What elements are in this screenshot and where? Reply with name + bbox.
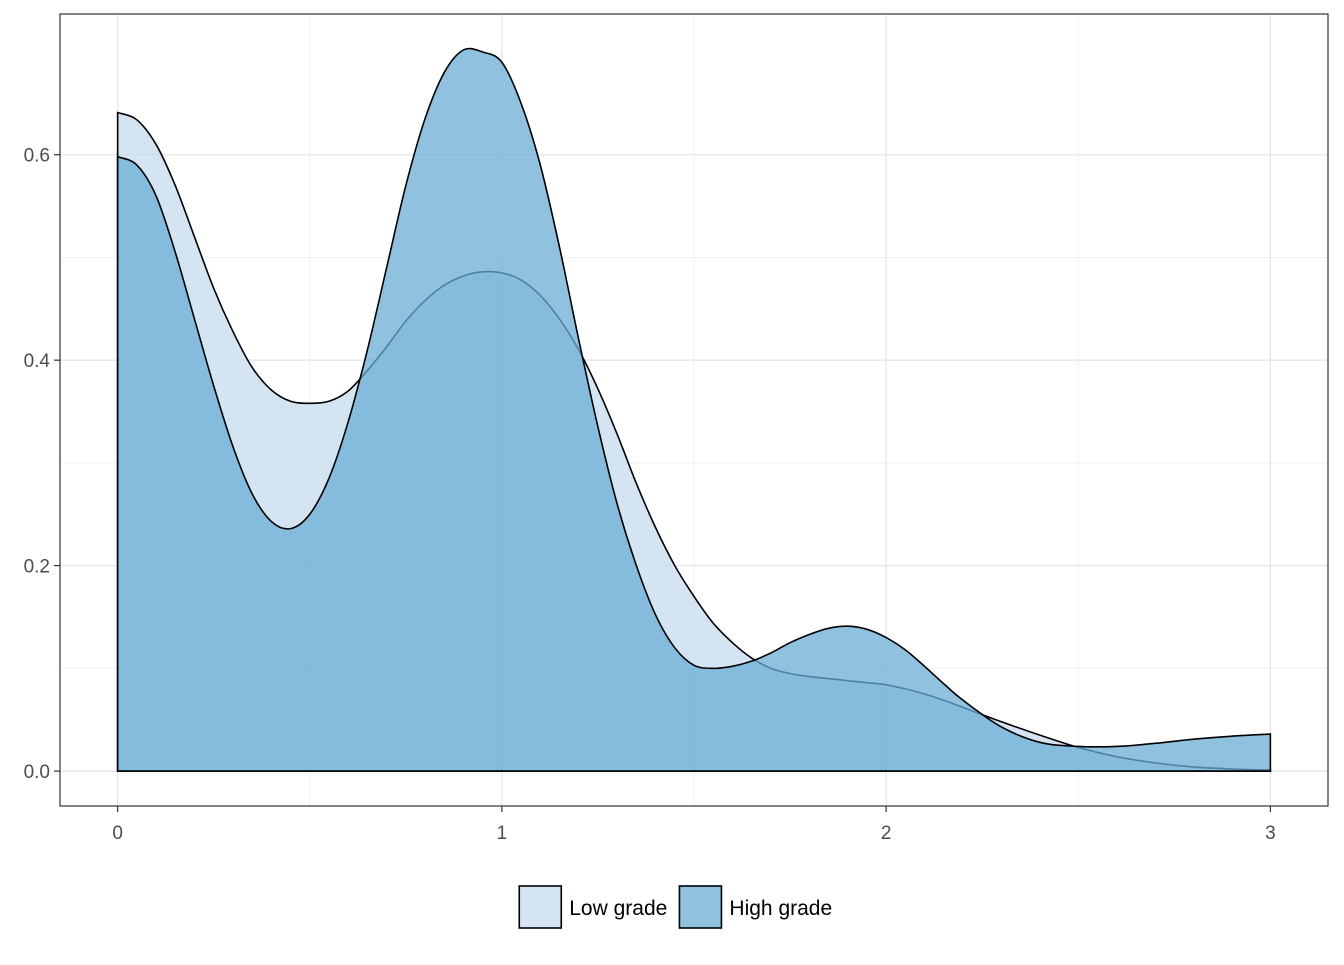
legend-label-low-grade: Low grade — [569, 897, 667, 920]
y-axis: 0.0 0.2 0.4 0.6 — [24, 146, 60, 783]
legend-key-low-grade — [518, 885, 563, 929]
y-tick-label: 0.0 — [24, 762, 50, 783]
y-tick-label: 0.2 — [24, 557, 50, 578]
x-tick-label: 2 — [881, 823, 892, 844]
legend-key-high-grade — [678, 885, 723, 929]
legend-label-high-grade: High grade — [729, 897, 832, 920]
density-area-high-grade — [116, 47, 1272, 772]
panel-border — [59, 13, 1329, 807]
y-tick-label: 0.4 — [24, 351, 51, 372]
x-tick-label: 0 — [112, 823, 123, 844]
x-axis: 0 1 2 3 — [112, 806, 1276, 844]
x-tick-label: 3 — [1265, 823, 1276, 844]
legend: Low grade High grade — [518, 885, 832, 929]
density-areas — [116, 47, 1272, 772]
y-tick-label: 0.6 — [24, 146, 50, 167]
x-tick-label: 1 — [497, 823, 508, 844]
